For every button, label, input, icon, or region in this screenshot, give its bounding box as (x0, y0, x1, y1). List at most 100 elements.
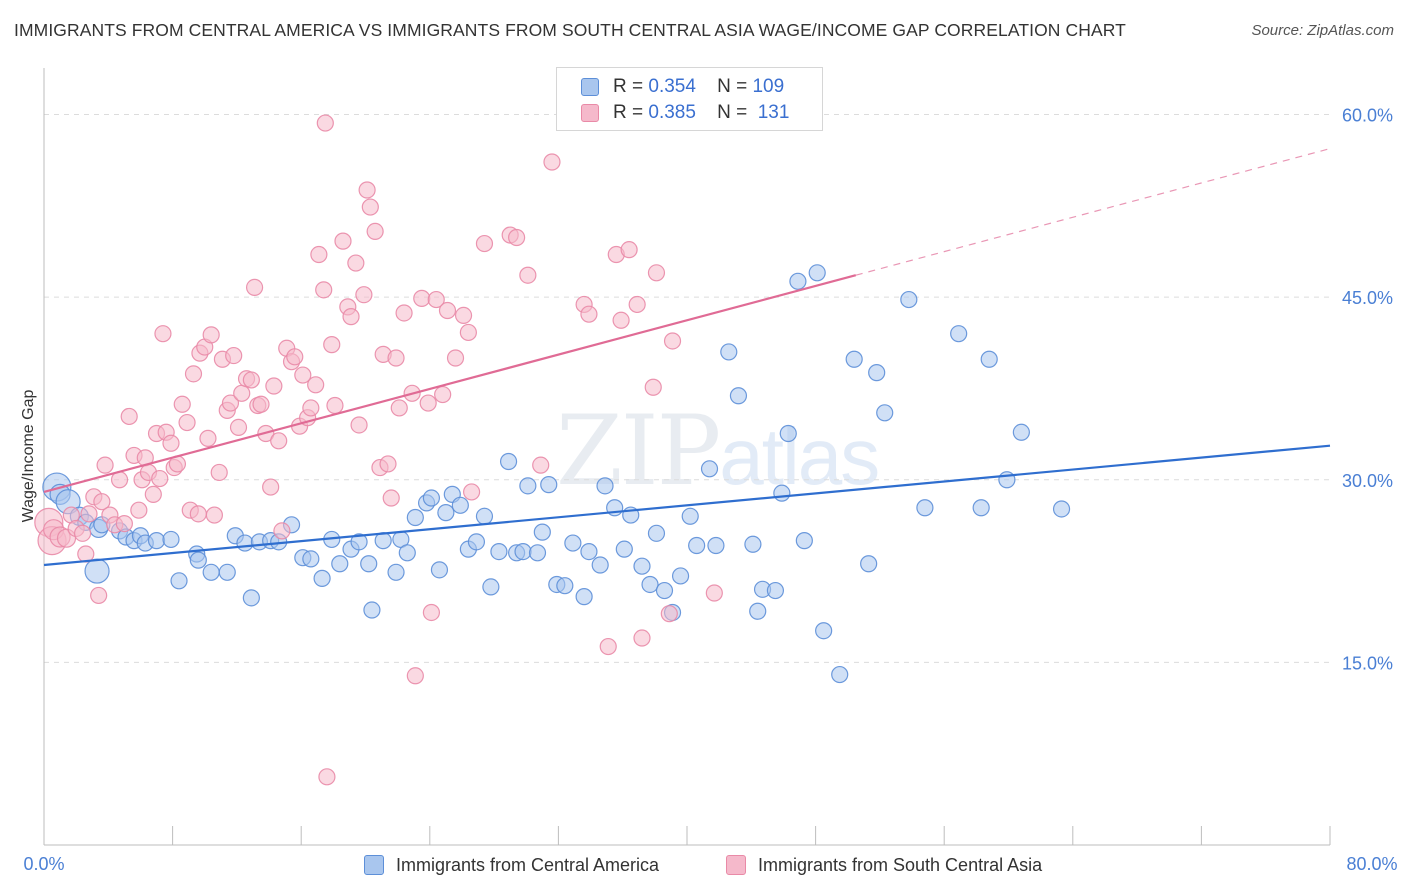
legend-item-south-central-asia[interactable]: Immigrants from South Central Asia (726, 852, 1042, 878)
central-america-point-76 (688, 536, 706, 555)
south-central-asia-point-115 (644, 378, 662, 396)
central-america-point-94 (868, 364, 886, 382)
south-central-asia-point-68 (315, 281, 333, 299)
south-central-asia-point-116 (647, 264, 666, 282)
central-america-point-62 (575, 588, 593, 606)
central-america-point-63 (580, 542, 598, 561)
south-central-asia-point-119 (705, 584, 723, 602)
central-america-point-92 (845, 350, 863, 368)
south-central-asia-point-70 (318, 768, 336, 786)
south-central-asia-point-72 (326, 396, 344, 415)
x-ticks (43, 826, 1331, 845)
central-america-point-89 (808, 264, 826, 282)
south-central-asia-point-24 (144, 485, 162, 503)
south-central-asia-point-41 (205, 506, 223, 524)
r-value: 0.354 (648, 76, 696, 97)
central-america-point-13 (147, 532, 166, 550)
legend-swatch-pink (726, 855, 746, 875)
n-label: N = (717, 102, 748, 123)
south-central-asia-point-111 (612, 311, 630, 329)
south-central-asia-point-92 (419, 394, 437, 412)
south-central-asia-point-93 (422, 603, 441, 622)
south-central-asia-point-33 (178, 413, 196, 432)
chart-title: IMMIGRANTS FROM CENTRAL AMERICA VS IMMIG… (14, 20, 1126, 40)
central-america-point-34 (360, 555, 378, 573)
central-america-point-19 (218, 563, 236, 581)
central-america-point-15 (170, 572, 188, 590)
x-tick-label-min: 0.0% (23, 854, 64, 874)
central-america-point-78 (707, 536, 725, 555)
central-america-point-90 (815, 622, 833, 640)
south-central-asia-point-61 (286, 348, 304, 366)
n-label: N = (717, 76, 748, 97)
south-central-asia-point-112 (620, 241, 638, 259)
south-central-asia-point-53 (252, 395, 270, 413)
central-america-point-70 (641, 575, 659, 594)
central-america-point-81 (744, 535, 762, 553)
south-central-asia-point-42 (210, 463, 228, 482)
south-central-asia-point-94 (427, 290, 445, 309)
central-america-point-14 (162, 530, 180, 549)
r-label: R = (613, 102, 644, 123)
central-america-point-57 (533, 523, 551, 541)
south-central-asia-point-12 (93, 493, 111, 511)
central-america-point-97 (916, 499, 934, 517)
south-central-asia-point-86 (387, 349, 405, 367)
central-america-point-54 (514, 542, 532, 561)
y-tick-labels: 15.0% 30.0% 45.0% 60.0% (1342, 106, 1393, 674)
y-axis-label: Wage/Income Gap (20, 390, 37, 523)
central-america-point-99 (972, 499, 990, 517)
south-central-asia-point-88 (395, 304, 413, 322)
central-america-point-67 (615, 540, 633, 558)
south-central-asia-point-91 (413, 289, 431, 307)
south-central-asia-point-65 (302, 399, 320, 417)
n-value: 109 (752, 76, 785, 97)
south-central-asia-point-114 (633, 629, 651, 647)
south-central-asia-point-32 (173, 395, 191, 413)
central-america-point-96 (900, 290, 918, 309)
south-central-asia-point-66 (307, 376, 325, 394)
central-america-point-98 (950, 325, 968, 343)
central-america-point-44 (437, 504, 455, 522)
central-america-point-21 (236, 534, 254, 552)
central-america-point-51 (490, 542, 508, 561)
south-central-asia-point-26 (151, 469, 169, 488)
legend-item-central-america[interactable]: Immigrants from Central America (364, 852, 659, 878)
watermark-sub: atlas (719, 412, 880, 501)
south-central-asia-point-85 (382, 489, 400, 507)
central-america-point-87 (789, 272, 807, 290)
legend-label: Immigrants from Central America (396, 854, 660, 875)
south-central-asia-point-101 (475, 234, 494, 253)
south-central-asia-point-96 (438, 301, 457, 320)
central-america-point-56 (528, 544, 547, 562)
south-central-asia-point-98 (454, 306, 473, 325)
axes (43, 68, 1330, 846)
south-central-asia-point-18 (120, 407, 138, 426)
r-label: R = (613, 76, 644, 97)
legend-swatch-blue (581, 78, 599, 96)
central-america-point-58 (540, 476, 558, 494)
south-central-asia-point-87 (390, 399, 408, 417)
central-america-point-88 (795, 532, 813, 550)
central-america-point-93 (860, 555, 878, 573)
south-central-asia-point-35 (184, 365, 203, 383)
central-america-point-49 (475, 507, 494, 525)
south-central-asia-point-77 (350, 416, 368, 434)
y-tick-label-60: 60.0% (1342, 106, 1393, 126)
source-credit: Source: ZipAtlas.com (1251, 22, 1394, 39)
south-central-asia-point-56 (265, 377, 283, 395)
south-central-asia-point-95 (434, 385, 452, 404)
n-value: 131 (757, 102, 790, 123)
y-tick-label-30: 30.0% (1342, 471, 1393, 491)
trend-line-south-central-asia (43, 274, 857, 493)
south-central-asia-point-7 (73, 524, 92, 542)
south-central-asia-point-73 (334, 232, 352, 250)
south-central-asia-point-108 (580, 305, 598, 323)
central-america-point-35 (363, 601, 381, 619)
south-central-asia-point-57 (270, 432, 288, 450)
south-central-asia-point-45 (221, 394, 240, 412)
central-america-point-71 (647, 524, 666, 542)
central-america-point-95 (876, 404, 894, 422)
central-america-point-84 (766, 581, 785, 600)
central-america-point-40 (406, 508, 424, 527)
